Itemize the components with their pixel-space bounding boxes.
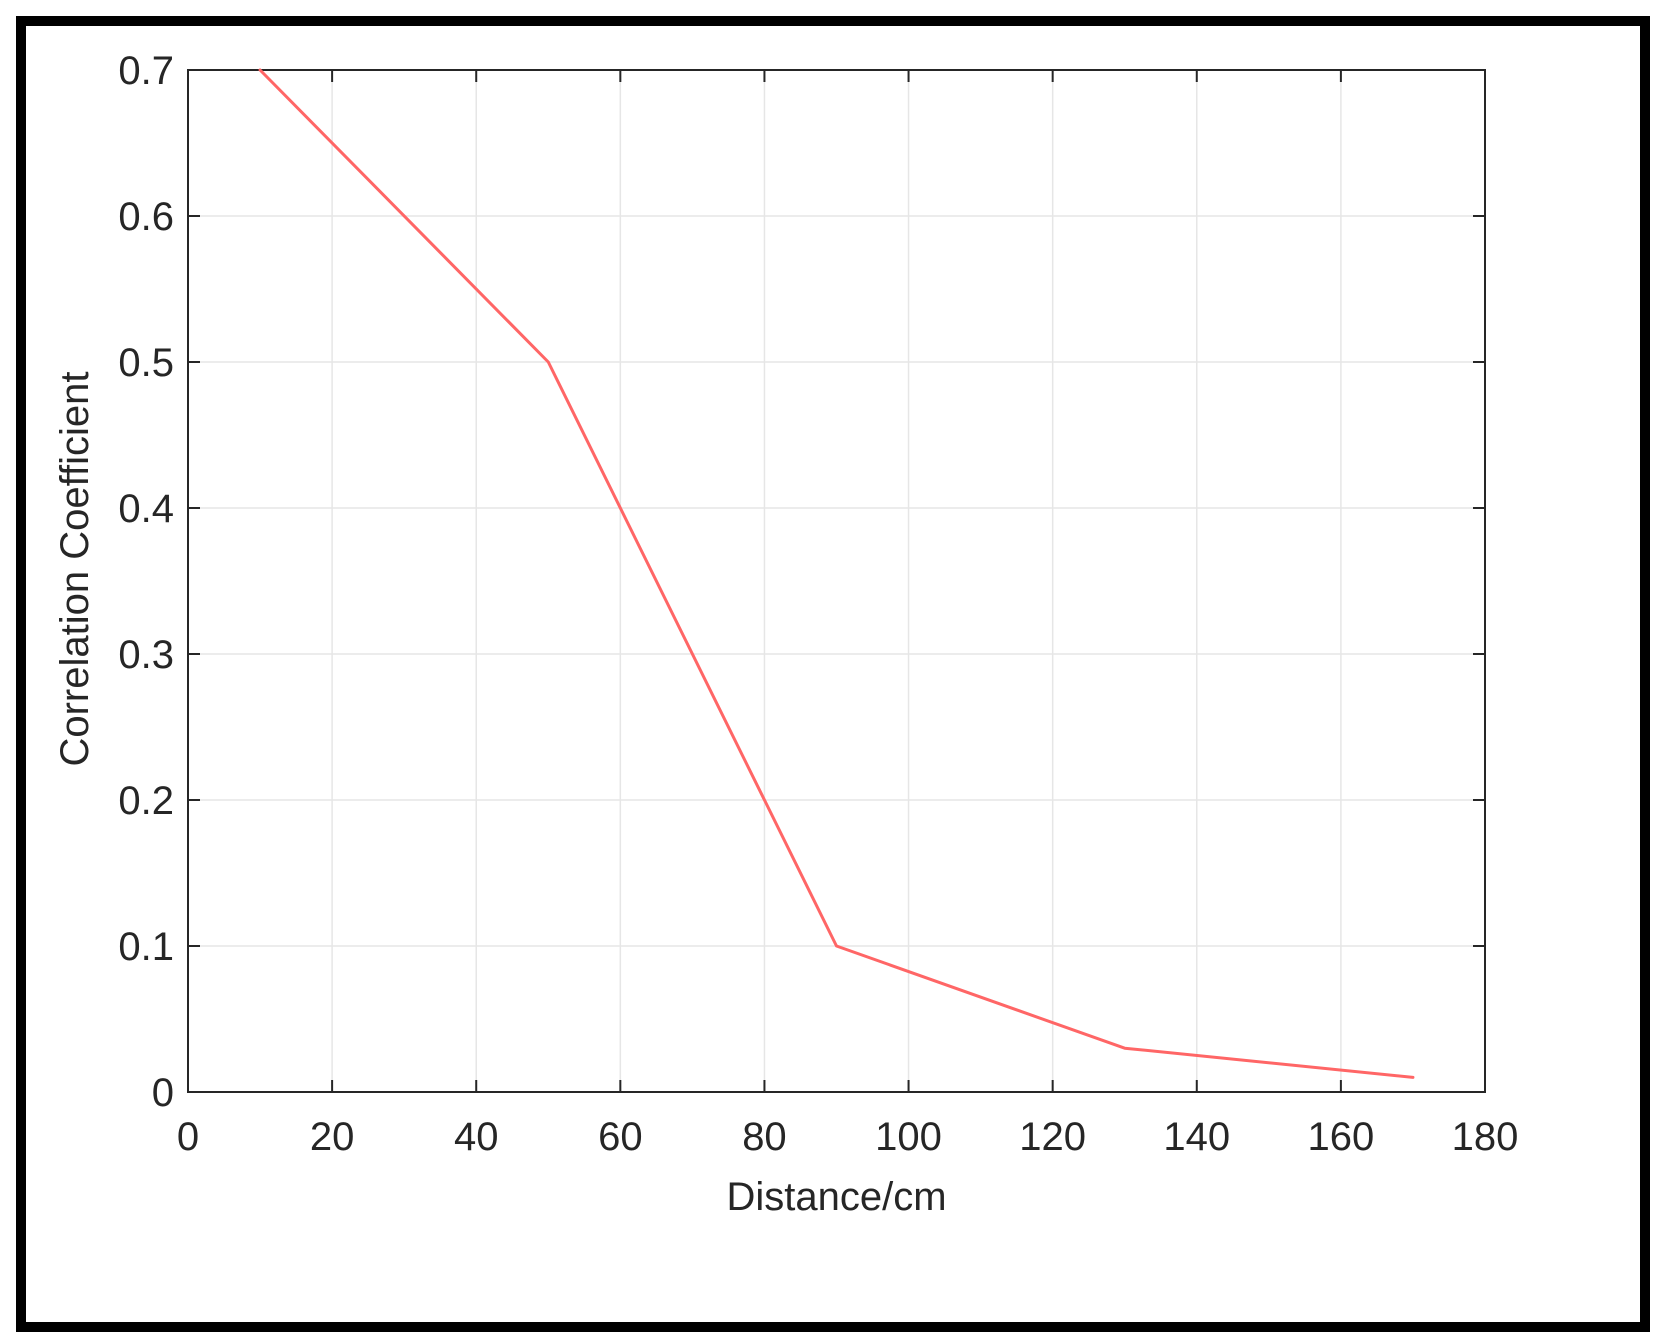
x-axis-title: Distance/cm [726, 1175, 946, 1219]
x-tick-label: 100 [875, 1115, 942, 1159]
y-tick-label: 0 [152, 1071, 174, 1115]
y-axis-title: Correlation Coefficient [53, 371, 97, 766]
axis-ticks [187, 69, 1486, 1093]
x-tick-label: 60 [598, 1115, 643, 1159]
line-chart: 0 20 40 60 80 100 120 140 160 180 0 0.1 0.2 0.3 0.4 0.… [53, 49, 1519, 1219]
x-tick-label: 160 [1308, 1115, 1375, 1159]
y-tick-label: 0.7 [118, 49, 174, 93]
y-tick-labels: 0 0.1 0.2 0.3 0.4 0.5 0.6 0.7 [118, 49, 174, 1115]
series [258, 68, 1415, 1079]
chart-frame: 0 20 40 60 80 100 120 140 160 180 0 0.1 0.2 0.3 0.4 0.… [16, 16, 1650, 1332]
x-tick-labels: 0 20 40 60 80 100 120 140 160 180 [177, 1115, 1519, 1159]
x-tick-label: 140 [1163, 1115, 1230, 1159]
x-tick-label: 80 [742, 1115, 787, 1159]
y-tick-label: 0.2 [118, 779, 174, 823]
y-tick-label: 0.4 [118, 487, 174, 531]
x-tick-label: 120 [1019, 1115, 1086, 1159]
x-tick-label: 0 [177, 1115, 199, 1159]
x-tick-label: 40 [454, 1115, 499, 1159]
grid [187, 69, 1486, 1093]
x-tick-label: 20 [310, 1115, 355, 1159]
y-tick-label: 0.5 [118, 341, 174, 385]
x-tick-label: 180 [1452, 1115, 1519, 1159]
plot-area [187, 69, 1486, 1093]
series-line [258, 68, 1415, 1079]
y-tick-label: 0.6 [118, 195, 174, 239]
y-tick-label: 0.1 [118, 925, 174, 969]
y-tick-label: 0.3 [118, 633, 174, 677]
